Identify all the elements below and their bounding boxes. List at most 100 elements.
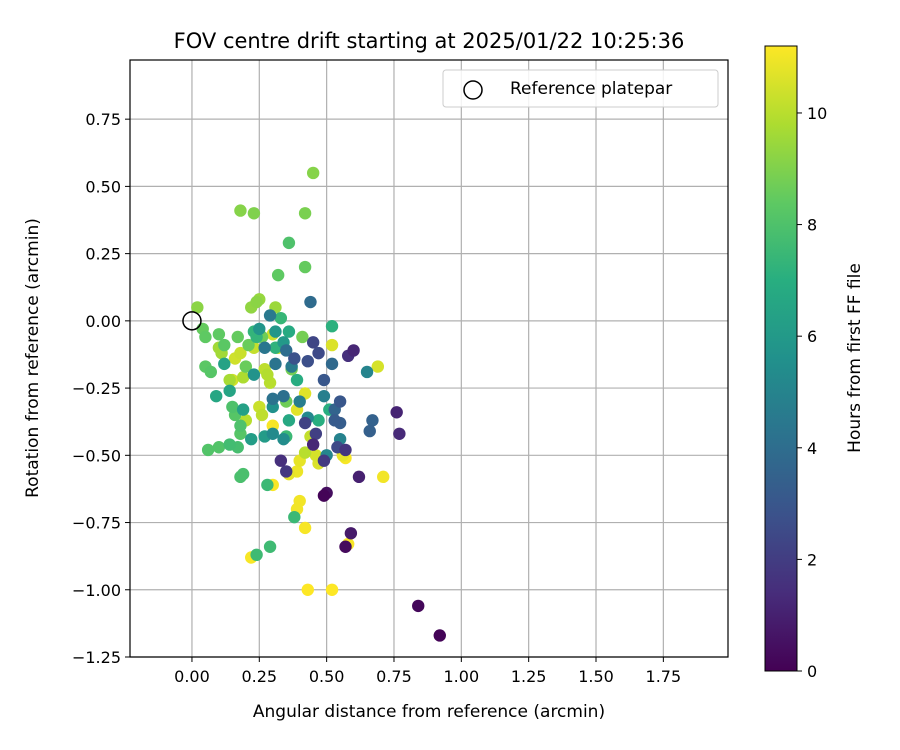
data-point: [339, 443, 352, 457]
y-tick-label: −1.00: [72, 581, 121, 600]
data-point: [271, 268, 285, 282]
data-point: [282, 325, 296, 338]
data-point: [301, 583, 314, 596]
legend-reference-marker: [463, 80, 483, 100]
data-point: [245, 432, 258, 446]
x-tick-label: 1.75: [646, 667, 682, 686]
data-point: [390, 406, 403, 419]
data-point: [325, 583, 339, 596]
data-point: [306, 336, 320, 349]
legend: Reference platepar: [442, 69, 719, 108]
data-point: [223, 384, 236, 397]
data-point: [290, 373, 304, 387]
data-point: [250, 295, 263, 309]
y-tick-label: −1.25: [72, 648, 121, 667]
data-point: [261, 478, 274, 492]
colorbar-label: Hours from first FF file: [845, 263, 865, 453]
data-point: [263, 540, 277, 553]
data-point: [363, 424, 376, 438]
data-point: [282, 414, 296, 427]
colorbar: 0 2 4 6 8 10 Hours from first FF file: [764, 45, 865, 681]
data-point: [209, 389, 223, 403]
data-point: [280, 344, 293, 357]
x-tick-label: 0.50: [309, 667, 345, 686]
data-point: [269, 325, 282, 338]
data-point: [269, 357, 282, 371]
data-point: [191, 301, 204, 314]
x-tick-label: 0.00: [174, 667, 210, 686]
colorbar-tick-label: 0: [807, 662, 817, 681]
data-point: [280, 465, 293, 478]
data-point: [325, 320, 339, 333]
colorbar-tick-label: 4: [807, 439, 817, 458]
data-point: [293, 395, 306, 408]
data-point: [377, 470, 390, 484]
data-point: [309, 427, 323, 440]
data-point: [288, 510, 301, 524]
data-point: [242, 338, 255, 352]
data-point: [258, 341, 271, 354]
data-point: [312, 346, 325, 360]
data-point: [366, 414, 379, 427]
data-point: [234, 204, 247, 217]
data-point: [288, 352, 301, 365]
data-point: [231, 330, 244, 344]
data-point: [223, 438, 236, 451]
data-point: [247, 207, 261, 220]
data-point: [325, 338, 339, 352]
colorbar-tick-label: 8: [807, 216, 817, 235]
x-tick-label: 1.00: [444, 667, 480, 686]
colorbar-gradient: [764, 45, 798, 672]
data-point: [266, 427, 279, 440]
x-ticks: 0.00 0.25 0.50 0.75 1.00 1.25 1.50 1.75: [174, 657, 681, 686]
data-point: [274, 454, 288, 467]
data-point: [298, 260, 312, 274]
data-point: [412, 599, 425, 613]
plot-frame: [129, 59, 729, 658]
data-point: [317, 389, 331, 403]
data-point: [344, 527, 358, 540]
data-point: [347, 344, 360, 357]
y-tick-label: 0.75: [85, 110, 121, 129]
data-point: [306, 166, 320, 180]
x-axis-label: Angular distance from reference (arcmin): [253, 702, 605, 722]
data-point: [301, 354, 314, 368]
y-ticks: 0.75 0.50 0.25 0.00 −0.25 −0.50 −0.75 −1.00 −1.2…: [72, 110, 130, 667]
data-point: [298, 446, 312, 459]
data-point: [352, 470, 366, 484]
colorbar-tick-label: 6: [807, 327, 817, 346]
data-point: [339, 540, 352, 553]
data-point: [223, 373, 236, 387]
y-axis-label: Rotation from reference (arcmin): [23, 218, 43, 498]
data-point: [234, 470, 247, 484]
data-point: [261, 368, 274, 381]
data-point: [226, 400, 239, 414]
reference-platepar-point: [182, 311, 202, 331]
legend-box: [442, 69, 719, 108]
data-point: [212, 328, 226, 341]
data-point: [333, 395, 347, 408]
data-point: [317, 454, 331, 467]
data-point: [250, 548, 263, 562]
data-point: [253, 322, 266, 336]
data-point: [239, 360, 253, 373]
data-point: [236, 371, 250, 384]
data-point: [371, 360, 385, 373]
colorbar-tick-label: 10: [807, 104, 827, 123]
y-tick-label: −0.50: [72, 446, 121, 465]
data-point: [263, 309, 277, 322]
data-point: [298, 207, 312, 220]
reference-marker: [182, 311, 202, 331]
data-point: [255, 408, 269, 422]
data-point: [304, 295, 317, 309]
data-point: [204, 365, 218, 379]
data-point: [312, 414, 325, 427]
data-point: [199, 330, 212, 344]
data-point: [236, 403, 250, 416]
data-point: [298, 416, 312, 430]
x-tick-label: 1.25: [511, 667, 547, 686]
data-point: [296, 330, 309, 344]
data-point: [234, 346, 247, 360]
data-point: [325, 357, 339, 371]
